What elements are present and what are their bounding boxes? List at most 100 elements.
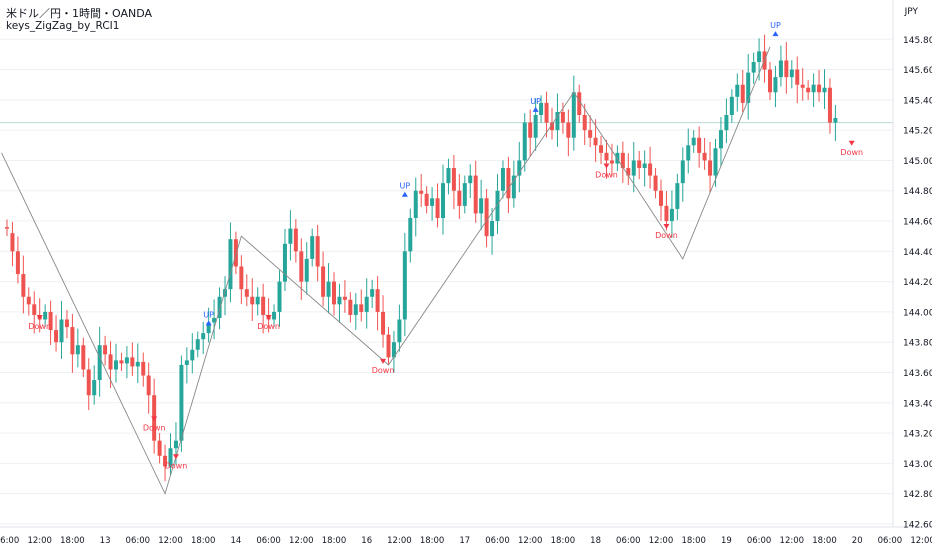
time-tick-label: 12:00 — [910, 536, 932, 546]
candle-body — [724, 115, 729, 131]
candle-body — [54, 330, 59, 343]
candle-body — [348, 299, 353, 315]
candle-body — [751, 61, 756, 73]
candle-body — [800, 84, 805, 88]
candle-body — [566, 122, 571, 138]
candle-body — [806, 87, 811, 93]
candle-body — [484, 198, 489, 237]
candle-body — [310, 236, 315, 259]
candle-body — [190, 349, 195, 361]
candle-body — [168, 448, 173, 467]
candle-body — [577, 92, 582, 115]
price-tick-label: 143.400 — [903, 399, 932, 409]
candle-body — [604, 152, 609, 161]
candle-body — [244, 289, 249, 297]
candle-series[interactable] — [5, 34, 838, 482]
candle-body — [321, 266, 326, 297]
candle-body — [473, 175, 478, 214]
candle-body — [413, 190, 418, 218]
candle-body — [391, 342, 396, 358]
candle-body — [299, 251, 304, 282]
candle-body — [664, 205, 669, 222]
candle-body — [81, 345, 86, 370]
candle-body — [397, 319, 402, 343]
candle-body — [468, 175, 473, 184]
candle-body — [517, 160, 522, 176]
candle-body — [157, 440, 162, 456]
candle-body — [184, 360, 189, 365]
currency-label: JPY — [904, 7, 918, 17]
indicator-name[interactable]: keys_ZigZag_by_RCI1 — [6, 20, 120, 32]
candle-body — [86, 369, 91, 396]
candle-body — [108, 354, 113, 370]
candle-body — [697, 137, 702, 153]
price-tick-label: 144.400 — [903, 248, 932, 258]
candle-body — [539, 102, 544, 115]
time-tick-label: 06:00 — [256, 536, 281, 546]
price-axis[interactable]: 145.800 145.600 145.400 145.200 145.000 144.8… — [903, 36, 932, 531]
signal-markers: Down Down Down UP Down Down UP UP Down Down UP Down — [28, 21, 863, 470]
candle-body — [92, 380, 97, 396]
time-axis[interactable]: 06:00 12:00 18:00 13 06:00 12:00 18:00 14 06:00 1… — [0, 536, 932, 546]
up-arrow-icon — [532, 106, 539, 112]
price-tick-label: 144.000 — [903, 308, 932, 318]
candle-body — [642, 163, 647, 169]
time-tick-label: 06:00 — [485, 536, 510, 546]
time-tick-label: 12:00 — [27, 536, 52, 546]
candle-body — [353, 304, 358, 315]
candle-body — [326, 281, 331, 297]
candle-body — [386, 334, 391, 358]
candle-body — [375, 289, 380, 312]
candle-body — [713, 148, 718, 176]
up-signal-label: UP — [770, 21, 781, 30]
price-tick-label: 143.000 — [903, 460, 932, 470]
candle-body — [381, 311, 386, 335]
candle-body — [26, 296, 31, 305]
candle-body — [778, 60, 783, 78]
candle-body — [141, 361, 146, 376]
candle-body — [479, 198, 484, 214]
candle-body — [735, 84, 740, 97]
down-arrow-icon — [265, 314, 272, 320]
candle-body — [653, 175, 658, 191]
price-tick-label: 144.600 — [903, 218, 932, 228]
candle-body — [332, 281, 336, 305]
time-tick-label: 17 — [459, 536, 470, 546]
candle-body — [75, 345, 80, 355]
candle-body — [64, 319, 69, 328]
candle-body — [173, 440, 178, 449]
time-tick-label: 06:00 — [126, 536, 151, 546]
candle-body — [593, 137, 598, 146]
time-tick-label: 18:00 — [191, 536, 216, 546]
up-signal-label: UP — [400, 182, 411, 191]
candle-body — [620, 152, 625, 169]
price-tick-label: 145.200 — [903, 127, 932, 137]
up-signal-label: UP — [203, 310, 214, 319]
time-tick-label: 18:00 — [60, 536, 85, 546]
time-tick-label: 18:00 — [812, 536, 837, 546]
down-signal-label: Down — [165, 461, 188, 470]
candle-body — [582, 115, 587, 131]
candle-body — [833, 118, 838, 123]
candle-body — [495, 190, 500, 222]
time-tick-label: 19 — [721, 536, 732, 546]
candle-body — [675, 183, 680, 209]
up-arrow-icon — [401, 191, 408, 197]
candle-body — [446, 168, 451, 184]
candle-body — [441, 183, 445, 218]
time-tick-label: 06:00 — [616, 536, 641, 546]
down-arrow-icon — [848, 140, 855, 146]
down-signal-label: Down — [840, 148, 863, 157]
up-arrow-icon — [205, 320, 212, 326]
candle-body — [691, 137, 696, 146]
price-tick-label: 144.200 — [903, 278, 932, 288]
down-signal-label: Down — [372, 366, 395, 375]
candle-body — [179, 364, 184, 441]
candle-body — [304, 258, 309, 282]
time-tick-label: 18:00 — [322, 536, 347, 546]
zigzag-path — [1, 46, 771, 495]
price-tick-label: 142.600 — [903, 520, 932, 530]
candle-body — [114, 360, 118, 370]
time-tick-label: 06:00 — [0, 536, 19, 546]
